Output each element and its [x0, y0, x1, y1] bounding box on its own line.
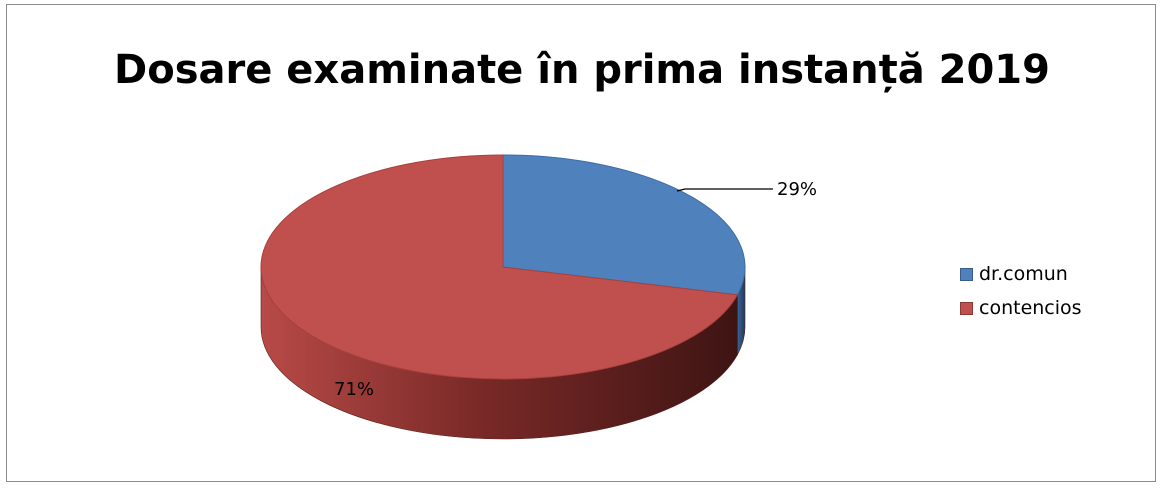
- legend: dr.comun contencios: [960, 257, 1082, 325]
- legend-item-dr-comun: dr.comun: [960, 257, 1082, 291]
- legend-label-contencios: contencios: [979, 297, 1082, 319]
- legend-label-dr-comun: dr.comun: [979, 263, 1068, 285]
- legend-swatch-contencios: [960, 301, 973, 315]
- pie-chart: 29% 71%: [260, 154, 817, 440]
- legend-swatch-dr-comun: [960, 267, 973, 281]
- leader-line-dr-comun: [676, 188, 773, 192]
- data-label-dr-comun: 29%: [777, 179, 817, 200]
- data-label-contencios: 71%: [334, 379, 374, 400]
- pie-slice-contencios: [260, 154, 739, 380]
- chart-frame: Dosare examinate în prima instanță 2019 …: [6, 4, 1156, 482]
- pie-slice-dr-comun: [502, 154, 746, 296]
- legend-item-contencios: contencios: [960, 291, 1082, 325]
- chart-title: Dosare examinate în prima instanță 2019: [114, 47, 1050, 93]
